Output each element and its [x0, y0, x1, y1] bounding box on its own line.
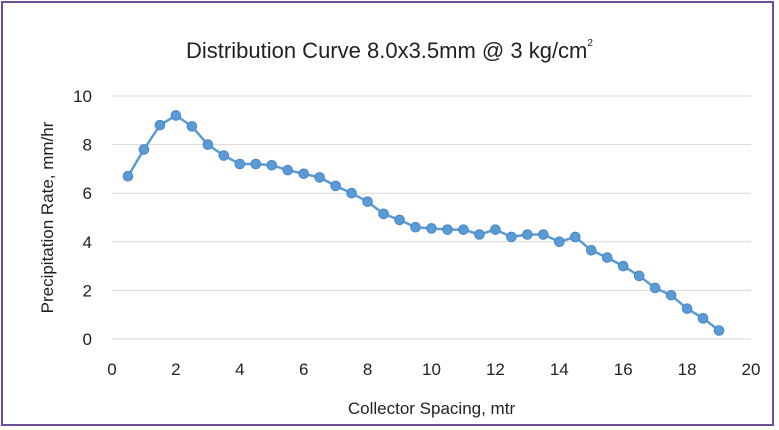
gridlines: [112, 95, 751, 340]
data-point: [617, 260, 629, 272]
y-tick-label: 4: [83, 233, 92, 252]
x-tick-label: 4: [235, 360, 244, 379]
data-point: [585, 245, 597, 256]
chart-title-text: Distribution Curve 8.0x3.5mm @ 3 kg/cm: [186, 38, 588, 63]
data-point: [490, 224, 501, 235]
x-tick-label: 6: [299, 360, 308, 379]
data-point: [218, 150, 230, 161]
data-point: [122, 170, 134, 182]
data-point: [154, 119, 166, 131]
data-point: [474, 229, 485, 240]
x-tick-label: 8: [363, 360, 372, 379]
data-point: [410, 221, 421, 233]
data-point: [314, 172, 325, 183]
data-point: [538, 229, 549, 240]
x-tick-label: 14: [550, 360, 569, 379]
data-point: [234, 158, 246, 170]
data-point: [442, 224, 453, 235]
data-point: [506, 231, 517, 243]
x-tick-label: 18: [678, 360, 697, 379]
data-point: [298, 168, 310, 180]
y-tick-label: 6: [83, 184, 92, 203]
data-point: [713, 325, 725, 336]
data-point: [186, 121, 198, 132]
x-tick-label: 12: [486, 360, 505, 379]
data-point: [601, 252, 613, 263]
data-point: [346, 187, 357, 199]
data-point: [633, 270, 645, 282]
data-point: [250, 158, 262, 170]
x-tick-label: 10: [422, 360, 441, 379]
y-axis-label: Precipitation Rate, mm/hr: [38, 121, 57, 313]
data-point: [569, 231, 581, 243]
series-line: [126, 114, 720, 332]
y-tick-label: 10: [73, 87, 92, 106]
y-tick-label: 2: [83, 281, 92, 300]
data-point: [378, 208, 389, 220]
data-point: [426, 223, 437, 234]
y-tick-label: 8: [83, 136, 92, 155]
x-tick-label: 16: [614, 360, 633, 379]
data-point: [681, 303, 693, 314]
data-point: [266, 159, 278, 171]
data-point: [522, 229, 533, 240]
x-tick-label: 0: [107, 360, 116, 379]
y-tick-label: 0: [83, 330, 92, 349]
chart-title: Distribution Curve 8.0x3.5mm @ 3 kg/cm2: [0, 38, 779, 64]
data-point: [665, 289, 677, 301]
data-point: [362, 196, 373, 208]
data-point: [170, 110, 182, 121]
data-point: [138, 144, 150, 155]
data-point: [330, 180, 341, 192]
data-point: [697, 313, 709, 324]
series-group: [122, 110, 725, 336]
y-tick-labels: 0 2 4 6 8 10: [73, 87, 92, 349]
x-axis-label: Collector Spacing, mtr: [348, 399, 516, 418]
x-tick-label: 20: [742, 360, 761, 379]
data-point: [458, 224, 469, 235]
data-point: [282, 164, 294, 176]
x-tick-label: 2: [171, 360, 180, 379]
data-point: [649, 282, 661, 294]
data-point: [554, 236, 565, 248]
x-tick-labels: 0 2 4 6 8 10 12 14 16 18 20: [107, 360, 760, 379]
data-point: [394, 214, 405, 226]
chart-title-superscript: 2: [587, 38, 593, 49]
data-point: [202, 139, 214, 150]
